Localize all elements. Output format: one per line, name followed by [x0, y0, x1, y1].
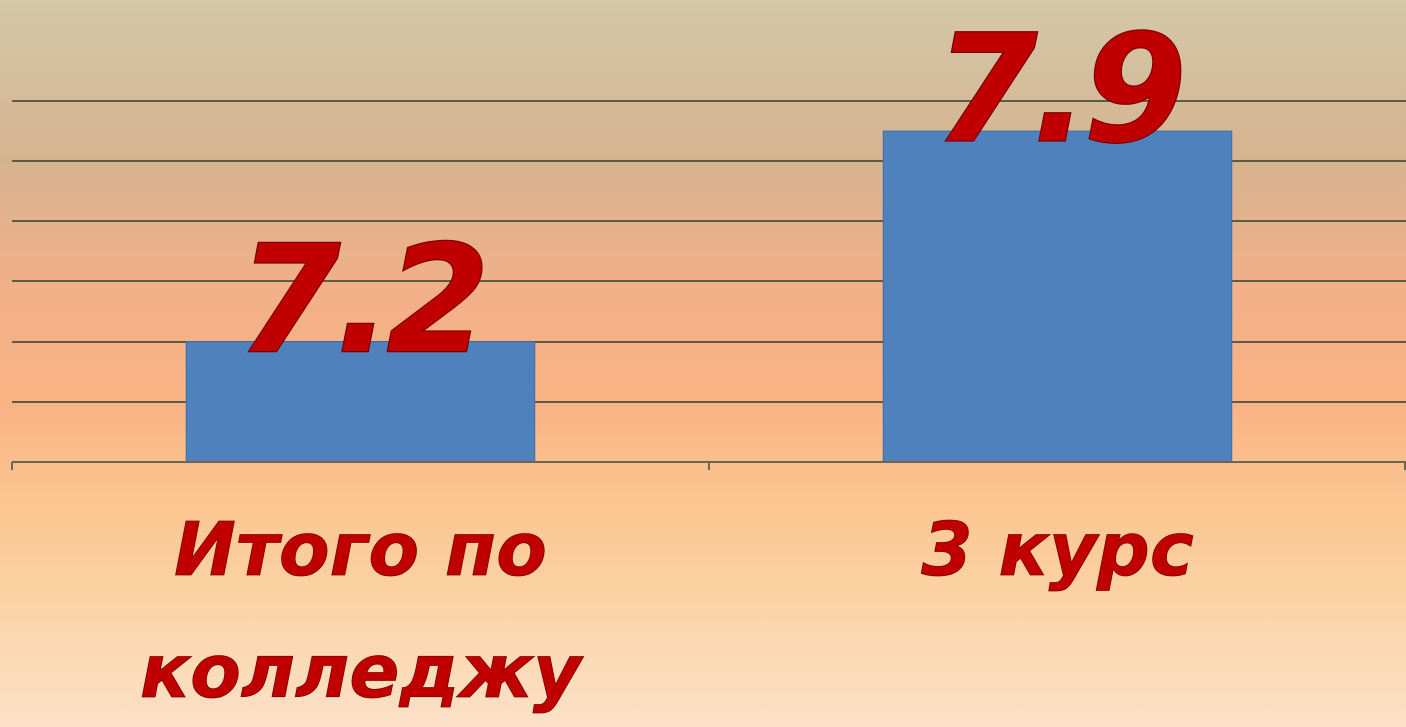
category-label: 3 курс — [921, 507, 1194, 593]
category-label-line: колледжу — [140, 629, 584, 715]
bar — [882, 130, 1233, 463]
category-label-line: Итого по — [174, 507, 547, 593]
data-label: 7.9 — [934, 3, 1182, 177]
bar — [185, 341, 536, 463]
category-label-line: 3 курс — [921, 507, 1194, 593]
bars — [185, 130, 1233, 463]
category-labels: Итого по колледжу 3 курс — [139, 507, 1194, 716]
data-labels: 7.2 7.9 — [236, 2, 1188, 388]
category-label: Итого по колледжу — [140, 507, 584, 715]
x-axis — [11, 461, 1406, 470]
data-label: 7.2 — [237, 214, 485, 388]
